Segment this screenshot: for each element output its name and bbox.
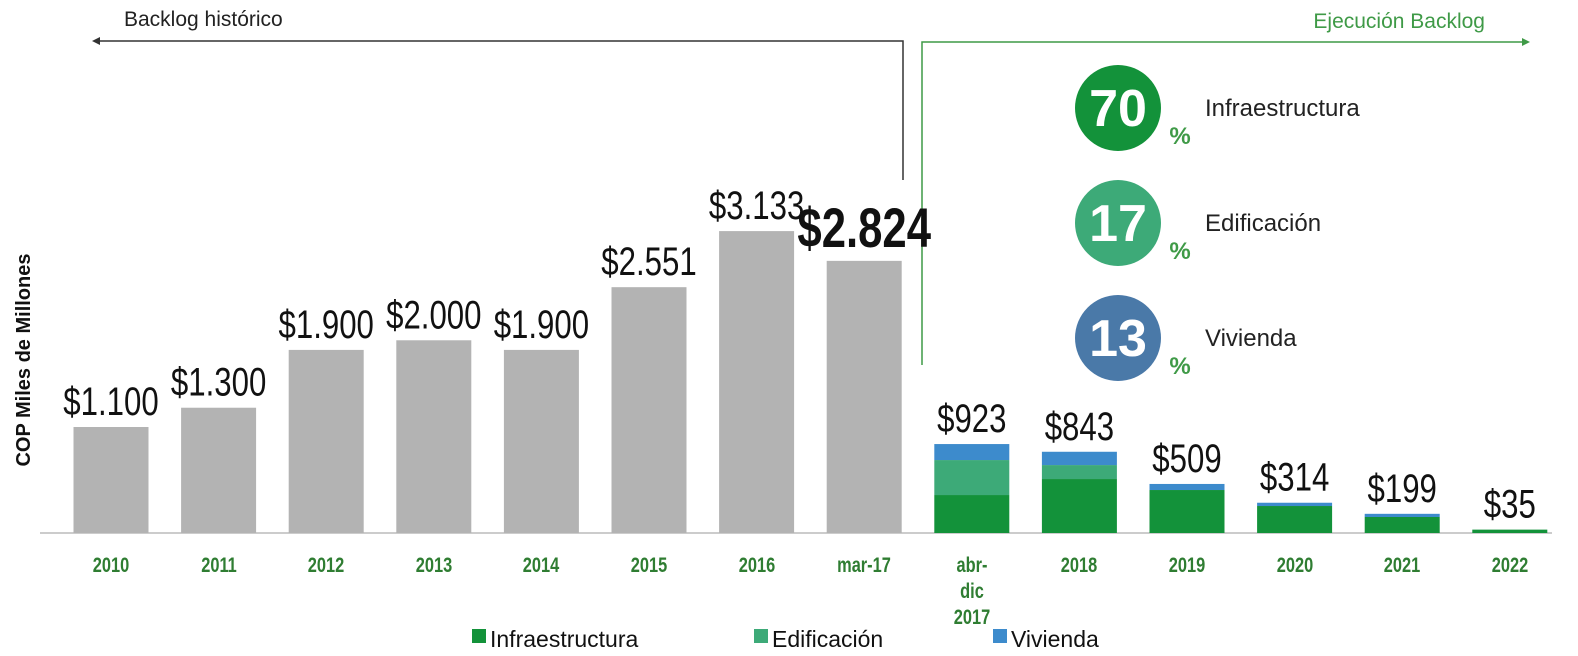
bar-segment bbox=[826, 260, 902, 533]
x-tick-label: 2014 bbox=[523, 554, 560, 577]
bar-segment bbox=[1149, 483, 1225, 491]
bar-segment bbox=[934, 495, 1010, 533]
value-label-group: $2.551 bbox=[601, 239, 696, 284]
annotation: Ejecución Backlog bbox=[1313, 10, 1485, 33]
annotation: Backlog histórico bbox=[124, 8, 283, 31]
share-circle bbox=[1075, 180, 1161, 266]
bar-segment bbox=[1149, 490, 1225, 533]
value-label-group: $2.824 bbox=[797, 197, 931, 259]
share-unit: % bbox=[1169, 238, 1190, 265]
value-label-group: $1.900 bbox=[278, 302, 373, 347]
x-tick-label: 2019 bbox=[1168, 554, 1206, 577]
value-label: $2.824 bbox=[797, 197, 931, 259]
value-label: $314 bbox=[1260, 455, 1329, 500]
bar-segment bbox=[1472, 529, 1548, 533]
x-tick-label: 2022 bbox=[1491, 554, 1529, 577]
bar-segment bbox=[181, 407, 257, 533]
bar-segment bbox=[1041, 465, 1117, 480]
bar-segment bbox=[1041, 479, 1117, 533]
value-label-group: $199 bbox=[1368, 466, 1437, 511]
value-label-group: $3.133 bbox=[709, 183, 804, 228]
share-unit: % bbox=[1169, 123, 1190, 150]
value-label-group: $923 bbox=[937, 396, 1006, 441]
legend-swatch bbox=[993, 629, 1007, 643]
x-tick-label: 2013 bbox=[415, 554, 453, 577]
share-unit: % bbox=[1169, 353, 1190, 380]
bar-segment bbox=[1257, 506, 1333, 533]
bar-segment bbox=[719, 231, 795, 534]
value-label: $3.133 bbox=[709, 183, 804, 228]
value-label-group: $1.300 bbox=[171, 360, 266, 405]
bar-segment bbox=[611, 287, 687, 533]
x-tick-label: mar-17 bbox=[837, 554, 892, 577]
value-label-group: $2.000 bbox=[386, 293, 481, 338]
share-value: 70 bbox=[1089, 80, 1147, 138]
bar-segment bbox=[73, 427, 149, 533]
bar-segment bbox=[503, 349, 579, 533]
x-tick-label: 2010 bbox=[92, 554, 130, 577]
x-tick-label: abr-dic 2017 bbox=[953, 554, 991, 629]
bar-segment bbox=[1364, 513, 1440, 518]
legend-label: Edificación bbox=[772, 626, 883, 652]
share-circle bbox=[1075, 65, 1161, 151]
x-tick-label: 2015 bbox=[630, 554, 668, 577]
legend-label: Infraestructura bbox=[490, 626, 638, 652]
value-label: $2.551 bbox=[601, 239, 696, 284]
legend-swatch bbox=[754, 629, 768, 643]
share-value: 17 bbox=[1089, 195, 1147, 253]
value-label: $35 bbox=[1484, 482, 1536, 527]
value-label-group: $509 bbox=[1152, 436, 1221, 481]
value-label-group: $843 bbox=[1045, 404, 1114, 449]
legend-label: Vivienda bbox=[1011, 626, 1099, 652]
annotation-arrow bbox=[92, 37, 904, 180]
y-axis-label: COP Miles de Millones bbox=[13, 253, 35, 466]
value-label: $199 bbox=[1368, 466, 1437, 511]
x-tick-label: 2021 bbox=[1383, 554, 1421, 577]
value-label: $509 bbox=[1152, 436, 1221, 481]
value-label: $2.000 bbox=[386, 293, 481, 338]
value-label-group: $314 bbox=[1260, 455, 1329, 500]
value-label: $1.300 bbox=[171, 360, 266, 405]
bar-segment bbox=[1364, 517, 1440, 533]
value-label-group: $35 bbox=[1484, 482, 1536, 527]
bar-segment bbox=[934, 444, 1010, 461]
annotation-arrow bbox=[921, 38, 1530, 365]
share-name: Infraestructura bbox=[1205, 95, 1360, 122]
bar-segment bbox=[934, 460, 1010, 496]
bar-segment bbox=[396, 340, 472, 533]
legend-swatch bbox=[472, 629, 486, 643]
share-name: Edificación bbox=[1205, 210, 1321, 237]
x-tick-label: 2020 bbox=[1276, 554, 1313, 577]
share-circle bbox=[1075, 295, 1161, 381]
value-label: $1.900 bbox=[494, 302, 589, 347]
x-tick-label: 2016 bbox=[738, 554, 775, 577]
value-label: $1.100 bbox=[63, 379, 158, 424]
x-tick-label: 2011 bbox=[200, 554, 237, 577]
share-name: Vivienda bbox=[1205, 325, 1297, 352]
value-label: $843 bbox=[1045, 404, 1114, 449]
x-tick-label: 2018 bbox=[1061, 554, 1098, 577]
bar-segment bbox=[1041, 451, 1117, 466]
share-value: 13 bbox=[1089, 310, 1147, 368]
value-label: $923 bbox=[937, 396, 1006, 441]
value-label-group: $1.100 bbox=[63, 379, 158, 424]
x-tick-label: 2012 bbox=[307, 554, 345, 577]
bar-segment bbox=[288, 349, 364, 533]
value-label-group: $1.900 bbox=[494, 302, 589, 347]
bar-segment bbox=[1257, 502, 1333, 507]
value-label: $1.900 bbox=[278, 302, 373, 347]
